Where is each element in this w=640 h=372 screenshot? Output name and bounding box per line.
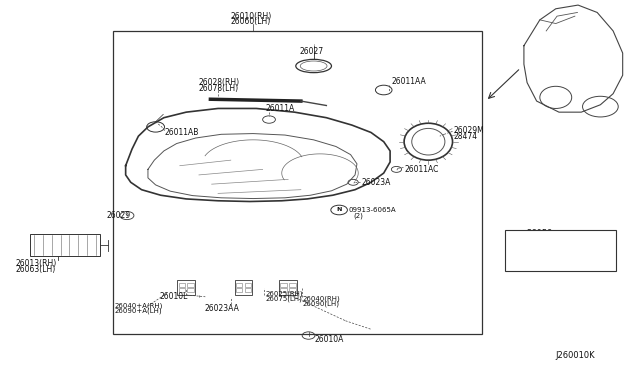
Text: 26090+A(LH): 26090+A(LH): [115, 308, 163, 314]
Text: 26060(LH): 26060(LH): [231, 17, 271, 26]
Text: 26029M: 26029M: [454, 126, 484, 135]
Text: 26011A: 26011A: [266, 104, 295, 113]
Text: 26090(LH): 26090(LH): [302, 300, 339, 307]
Text: J260010K: J260010K: [556, 351, 595, 360]
Text: 09913-6065A: 09913-6065A: [349, 207, 396, 213]
Bar: [236, 288, 243, 292]
Bar: [289, 283, 296, 287]
Circle shape: [331, 205, 348, 215]
Bar: [179, 288, 185, 292]
Bar: [235, 280, 252, 295]
Text: 26063(LH): 26063(LH): [15, 264, 56, 273]
Text: 26040(RH): 26040(RH): [302, 295, 340, 302]
Bar: [30, 234, 100, 256]
Bar: [280, 283, 287, 287]
Text: ▲: ▲: [513, 244, 516, 249]
Text: 26010A: 26010A: [315, 335, 344, 344]
Bar: [279, 280, 297, 295]
Text: 26059: 26059: [527, 230, 553, 238]
Bar: [245, 288, 251, 292]
Text: 26029: 26029: [106, 211, 131, 220]
Text: 26040+A(RH): 26040+A(RH): [115, 303, 163, 309]
Bar: [188, 288, 194, 292]
Text: (2): (2): [354, 212, 364, 219]
Text: 28474: 28474: [454, 132, 478, 141]
Text: 26011AC: 26011AC: [404, 165, 439, 174]
Bar: [177, 280, 195, 295]
Text: ▲: ▲: [519, 244, 523, 249]
Bar: [289, 288, 296, 292]
Bar: [236, 283, 243, 287]
Text: 26010(RH): 26010(RH): [231, 12, 272, 21]
Text: 26023A: 26023A: [362, 178, 391, 187]
Bar: [179, 283, 185, 287]
Text: N: N: [337, 208, 342, 212]
Text: 26023AA: 26023AA: [204, 304, 239, 313]
Text: 26075(LH): 26075(LH): [266, 295, 303, 302]
Bar: [113, 31, 483, 334]
Text: 26027: 26027: [300, 47, 324, 56]
Text: 26011AA: 26011AA: [392, 77, 426, 86]
Text: 26025(RH): 26025(RH): [266, 291, 303, 297]
Bar: [245, 283, 251, 287]
Text: 26013(RH): 26013(RH): [15, 259, 57, 268]
Text: 26028(RH): 26028(RH): [199, 78, 240, 87]
Bar: [188, 283, 194, 287]
Bar: [505, 230, 616, 271]
Text: 26011AB: 26011AB: [164, 128, 199, 137]
Bar: [280, 288, 287, 292]
Text: 26010L: 26010L: [159, 292, 188, 301]
Text: 26078(LH): 26078(LH): [199, 84, 239, 93]
